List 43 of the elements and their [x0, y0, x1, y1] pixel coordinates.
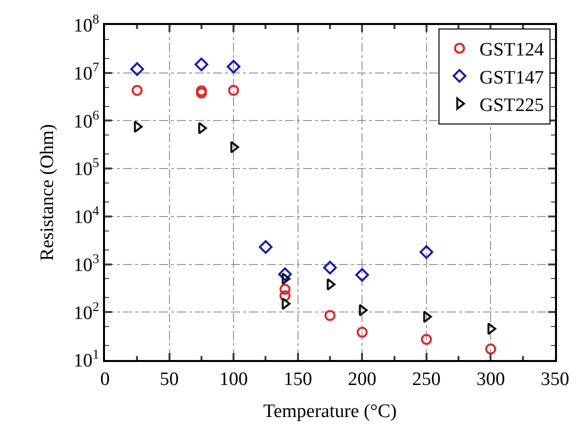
y-tick-label: 10$^{5}$	[74, 155, 100, 180]
point	[278, 267, 292, 282]
point	[355, 268, 369, 282]
point	[130, 62, 144, 76]
point	[420, 334, 432, 345]
x-tick-label: 150	[284, 368, 312, 390]
point	[485, 343, 496, 354]
y-tick-label: 10$^{2}$	[74, 298, 100, 324]
x-tick-label: 100	[219, 368, 248, 390]
point	[230, 140, 240, 154]
point	[324, 310, 336, 322]
y-tick-label: 10$^{6}$	[74, 107, 100, 132]
x-tick-label: 350	[540, 368, 570, 390]
point	[280, 290, 290, 302]
legend-label: GST147	[480, 67, 544, 88]
point	[323, 260, 337, 275]
point	[358, 304, 368, 316]
y-tick-label: 10$^{8}$	[74, 12, 100, 37]
x-axis-title: Temperature (°C)	[263, 401, 397, 422]
point	[258, 240, 273, 254]
point	[420, 245, 434, 259]
x-tick-label: 50	[160, 368, 179, 390]
point	[134, 120, 143, 133]
x-tick-label: 0	[100, 368, 110, 390]
point	[487, 322, 496, 335]
x-tick-label: 200	[348, 368, 376, 390]
legend-label: GST225	[480, 95, 544, 116]
point	[132, 84, 143, 96]
y-tick-label: 10$^{3}$	[74, 250, 100, 276]
y-tick-label: 10$^{4}$	[74, 203, 100, 228]
x-tick-label: 250	[412, 368, 441, 390]
legend-label: GST124	[480, 40, 544, 61]
point	[280, 284, 290, 295]
point	[194, 58, 208, 72]
point	[282, 298, 290, 310]
point	[226, 60, 240, 74]
y-axis-title: Resistance (Ohm)	[36, 124, 58, 261]
x-tick-label: 300	[476, 368, 505, 390]
y-tick-label: 10$^{7}$	[74, 60, 100, 85]
y-tick-label: 10$^{1}$	[74, 346, 100, 372]
point	[356, 326, 368, 338]
point	[228, 84, 240, 96]
point	[423, 310, 432, 323]
